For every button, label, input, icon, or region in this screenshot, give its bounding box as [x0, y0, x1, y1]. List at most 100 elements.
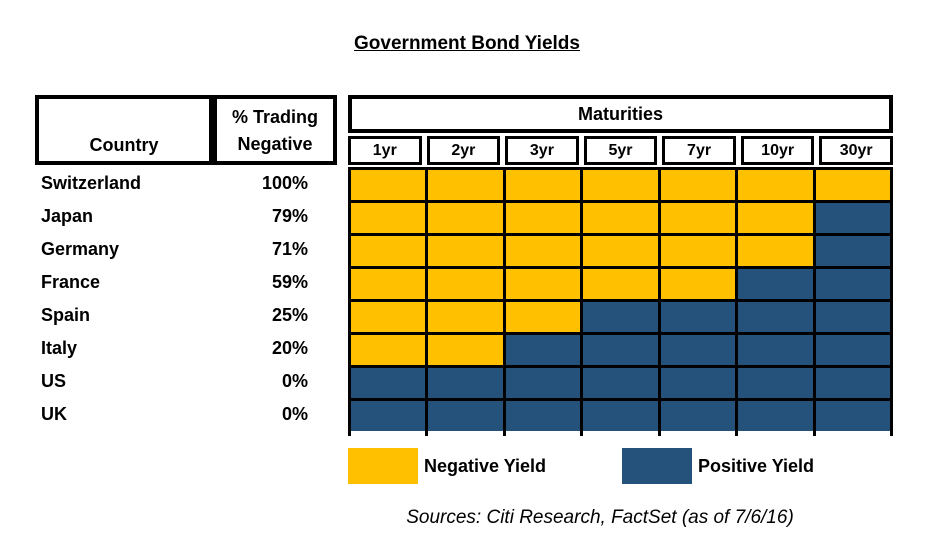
grid-bottom-ticks — [348, 431, 893, 436]
pct-trading-negative-value-italy: 20% — [271, 338, 308, 358]
country-label-us: US — [41, 371, 67, 391]
maturity-column-header-3yr: 3yr — [505, 136, 579, 165]
grid-tick-spacer — [583, 431, 658, 436]
legend-positive-label: Positive Yield — [698, 455, 815, 476]
pct-column: 100% 79% 71% 59% 25% 20% 0% 0% — [213, 167, 337, 431]
yield-cell-japan-3yr — [505, 203, 581, 233]
yield-cell-germany-3yr — [505, 236, 581, 266]
pct-header-line1: % Trading — [231, 107, 318, 127]
country-label-japan: Japan — [41, 206, 94, 226]
yield-cell-us-5yr — [583, 368, 658, 398]
country-header-label: Country — [89, 135, 159, 155]
legend-positive-swatch — [622, 448, 692, 484]
yield-cell-france-1yr — [351, 269, 426, 299]
legend-positive: Positive Yield — [622, 448, 814, 484]
yield-cell-uk-5yr — [583, 401, 658, 431]
yield-cell-italy-10yr — [738, 335, 813, 365]
grid-tick-spacer — [738, 431, 813, 436]
yield-cell-us-10yr — [738, 368, 813, 398]
yield-cell-switzerland-10yr — [738, 170, 813, 200]
yield-cell-germany-5yr — [583, 236, 658, 266]
yield-cell-italy-3yr — [505, 335, 581, 365]
pct-trading-negative-value-japan: 79% — [271, 206, 308, 226]
yield-cell-italy-5yr — [583, 335, 658, 365]
grid-tick-spacer — [815, 431, 890, 436]
yield-cell-italy-1yr — [351, 335, 426, 365]
yield-cell-switzerland-5yr — [583, 170, 658, 200]
yield-cell-switzerland-7yr — [660, 170, 736, 200]
maturity-column-header-30yr: 30yr — [819, 136, 893, 165]
country-header-cell: Country — [35, 95, 213, 165]
maturities-header-cell: Maturities — [348, 95, 893, 133]
legend-negative: Negative Yield — [348, 448, 546, 484]
yield-cell-germany-2yr — [428, 236, 503, 266]
country-column: Switzerland Japan Germany France Spain Italy U… — [35, 167, 213, 431]
country-label-switzerland: Switzerland — [41, 173, 142, 193]
pct-trading-negative-value-switzerland: 100% — [261, 173, 308, 193]
yield-cell-spain-10yr — [738, 302, 813, 332]
country-label-spain: Spain — [41, 305, 91, 325]
yield-cell-germany-1yr — [351, 236, 426, 266]
yield-cell-spain-7yr — [660, 302, 736, 332]
grid-tick-spacer — [351, 431, 426, 436]
maturities-header-label: Maturities — [577, 103, 664, 124]
yield-cell-spain-1yr — [351, 302, 426, 332]
yield-cell-us-1yr — [351, 368, 426, 398]
yield-cell-spain-30yr — [815, 302, 890, 332]
maturity-columns: 1yr 2yr 3yr 5yr 7yr 10yr 30yr — [348, 136, 893, 165]
yield-cell-us-30yr — [815, 368, 890, 398]
yield-cell-japan-10yr — [738, 203, 813, 233]
yield-cell-japan-7yr — [660, 203, 736, 233]
legend-negative-label: Negative Yield — [424, 455, 547, 476]
yield-cell-switzerland-2yr — [428, 170, 503, 200]
yield-cell-uk-3yr — [505, 401, 581, 431]
yield-cell-spain-2yr — [428, 302, 503, 332]
yield-cell-uk-30yr — [815, 401, 890, 431]
yield-cell-switzerland-3yr — [505, 170, 581, 200]
pct-trading-negative-value-france: 59% — [271, 272, 308, 292]
pct-trading-negative-value-spain: 25% — [271, 305, 308, 325]
yield-cell-japan-2yr — [428, 203, 503, 233]
yield-cell-italy-2yr — [428, 335, 503, 365]
yield-cell-uk-1yr — [351, 401, 426, 431]
yield-cell-france-3yr — [505, 269, 581, 299]
yield-cell-spain-3yr — [505, 302, 581, 332]
maturity-column-header-5yr: 5yr — [583, 136, 658, 165]
yield-cell-italy-30yr — [815, 335, 890, 365]
yield-cell-france-2yr — [428, 269, 503, 299]
yield-cell-uk-7yr — [660, 401, 736, 431]
pct-trading-negative-header-cell: % Trading Negative — [213, 95, 337, 165]
pct-trading-negative-value-germany: 71% — [271, 239, 308, 259]
yield-cell-germany-30yr — [815, 236, 890, 266]
maturity-column-header-7yr: 7yr — [662, 136, 736, 165]
yield-cell-uk-2yr — [428, 401, 503, 431]
yield-cell-uk-10yr — [738, 401, 813, 431]
grid-tick-spacer — [505, 431, 581, 436]
yield-cell-japan-5yr — [583, 203, 658, 233]
grid-tick-spacer — [660, 431, 736, 436]
yield-cell-switzerland-1yr — [351, 170, 426, 200]
legend-negative-swatch — [348, 448, 418, 484]
country-label-germany: Germany — [41, 239, 120, 259]
pct-trading-negative-value-uk: 0% — [281, 404, 308, 424]
source-note: Sources: Citi Research, FactSet (as of 7… — [406, 507, 794, 528]
country-label-france: France — [41, 272, 101, 292]
yield-cell-france-30yr — [815, 269, 890, 299]
yield-cell-germany-7yr — [660, 236, 736, 266]
yield-cell-france-7yr — [660, 269, 736, 299]
yield-cell-germany-10yr — [738, 236, 813, 266]
yield-cell-japan-30yr — [815, 203, 890, 233]
yield-cell-us-3yr — [505, 368, 581, 398]
yield-cell-switzerland-30yr — [815, 170, 890, 200]
pct-trading-negative-value-us: 0% — [281, 371, 308, 391]
yield-cell-us-2yr — [428, 368, 503, 398]
country-label-italy: Italy — [41, 338, 78, 358]
maturity-column-header-2yr: 2yr — [426, 136, 501, 165]
yield-cell-italy-7yr — [660, 335, 736, 365]
yield-grid — [348, 167, 893, 431]
yield-cell-france-10yr — [738, 269, 813, 299]
maturity-column-header-10yr: 10yr — [740, 136, 815, 165]
grid-tick-spacer — [428, 431, 503, 436]
yield-cell-spain-5yr — [583, 302, 658, 332]
